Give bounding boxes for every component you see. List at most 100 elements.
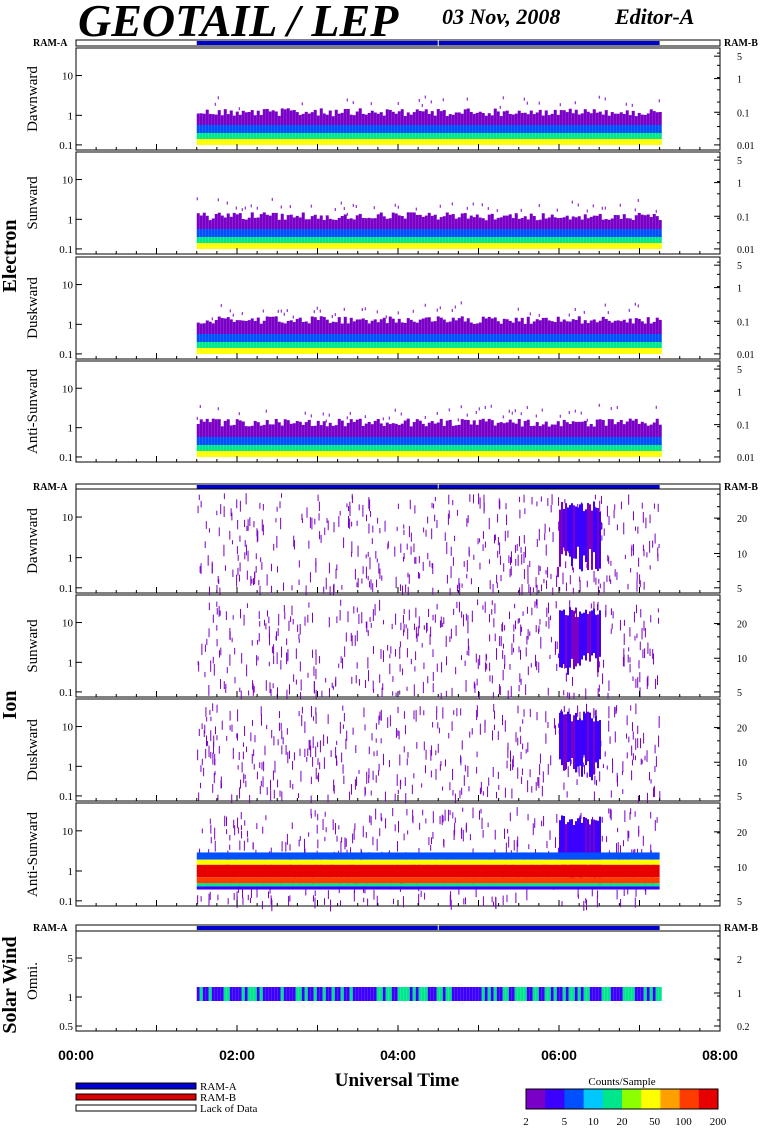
spectrum-cell: [272, 770, 274, 781]
spectrum-cell: [613, 451, 617, 457]
spectrum-cell: [205, 334, 209, 342]
spectrum-cell: [538, 451, 542, 457]
spectrum-cell: [196, 322, 200, 334]
spectrum-cell: [406, 334, 410, 342]
spectrum-cell: [632, 511, 634, 521]
spectrum-cell: [346, 437, 350, 445]
spectrum-cell: [286, 133, 290, 139]
spectrum-cell: [328, 218, 332, 229]
spectrum-cell: [433, 451, 437, 457]
spectrum-cell: [592, 445, 596, 451]
spectrum-cell: [488, 559, 490, 564]
spectrum-cell: [313, 987, 317, 1001]
spectrum-cell: [343, 133, 347, 139]
spectrum-cell: [220, 451, 224, 457]
spectrum-cell: [523, 237, 527, 243]
spectrum-cell: [265, 342, 269, 348]
spectrum-cell: [418, 98, 420, 102]
spectrum-cell: [628, 334, 632, 342]
spectrum-cell: [247, 334, 251, 342]
spectrum-cell: [346, 422, 350, 437]
spectrum-cell: [265, 437, 269, 445]
spectrum-cell: [595, 125, 599, 133]
spectrum-cell: [351, 551, 353, 557]
spectrum-cell: [312, 736, 314, 748]
spectrum-cell: [601, 420, 605, 437]
spectrum-cell: [628, 437, 632, 445]
spectrum-cell: [496, 437, 500, 445]
spectrum-cell: [370, 511, 372, 517]
spectrum-cell: [639, 672, 641, 683]
spectrum-cell: [424, 243, 428, 249]
spectrum-cell: [580, 334, 584, 342]
spectrum-cell: [388, 348, 392, 354]
spectrum-cell: [622, 334, 626, 342]
spectrum-cell: [634, 133, 638, 139]
left-tick-label: 1: [68, 761, 74, 773]
right-tick-label: 0.2: [737, 1022, 750, 1033]
spectrum-cell: [538, 320, 542, 334]
spectrum-cell: [229, 309, 231, 313]
spectrum-cell: [361, 437, 365, 445]
spectrum-cell: [326, 736, 328, 744]
spectrum-cell: [628, 133, 632, 139]
spectrum-cell: [286, 229, 290, 237]
spectrum-cell: [391, 437, 395, 445]
spectrum-cell: [424, 987, 428, 1001]
spectrum-cell: [547, 320, 551, 334]
spectrum-cell: [571, 721, 573, 759]
spectrum-cell: [268, 125, 272, 133]
spectrum-cell: [571, 229, 575, 237]
spectrum-cell: [539, 619, 541, 625]
spectrum-cell: [538, 139, 542, 145]
spectrum-cell: [251, 753, 253, 764]
spectrum-cell: [358, 133, 362, 139]
spectrum-cell: [358, 614, 360, 624]
spectrum-cell: [646, 552, 648, 558]
spectrum-cell: [486, 654, 488, 660]
spectrum-cell: [481, 418, 485, 437]
spectrum-cell: [212, 703, 214, 712]
spectrum-cell: [364, 987, 368, 1001]
spectrum-cell: [379, 423, 383, 437]
spectrum-cell: [322, 139, 326, 145]
spectrum-cell: [508, 334, 512, 342]
right-tick-label: 5: [737, 584, 742, 595]
spectrum-cell: [573, 715, 575, 769]
spectrum-cell: [237, 733, 239, 741]
spectrum-cell: [424, 215, 428, 229]
spectrum-cell: [289, 229, 293, 237]
spectrum-cell: [442, 125, 446, 133]
spectrum-cell: [298, 237, 302, 243]
spectrum-cell: [658, 437, 662, 445]
spectrum-cell: [635, 885, 637, 897]
spectrum-cell: [299, 623, 301, 635]
spectrum-cell: [616, 139, 620, 145]
spectrum-cell: [394, 824, 396, 832]
spectrum-cell: [369, 581, 371, 588]
spectrum-cell: [628, 494, 630, 505]
spectrum-cell: [646, 437, 650, 445]
spectrum-cell: [508, 836, 510, 848]
spectrum-cell: [481, 445, 485, 451]
spectrum-cell: [622, 424, 626, 437]
spectrum-cell: [553, 109, 557, 125]
spectrum-cell: [449, 588, 451, 598]
spectrum-cell: [197, 749, 199, 761]
spectrum-cell: [637, 725, 639, 734]
spectrum-cell: [404, 725, 406, 735]
spectrum-cell: [658, 139, 662, 145]
ram-a-fill-0: [196, 41, 660, 45]
spectrum-cell: [427, 334, 431, 342]
spectrum-cell: [389, 663, 391, 675]
spectrum-cell: [607, 342, 611, 348]
spectrum-cell: [517, 139, 521, 145]
spectrum-cell: [598, 139, 602, 145]
spectrum-cell: [379, 711, 381, 721]
spectrum-cell: [325, 319, 329, 334]
spectrum-cell: [256, 445, 260, 451]
spectrum-cell: [529, 323, 533, 334]
spectrum-cell: [577, 243, 581, 249]
spectrum-cell: [658, 319, 662, 334]
spectrum-cell: [496, 229, 500, 237]
